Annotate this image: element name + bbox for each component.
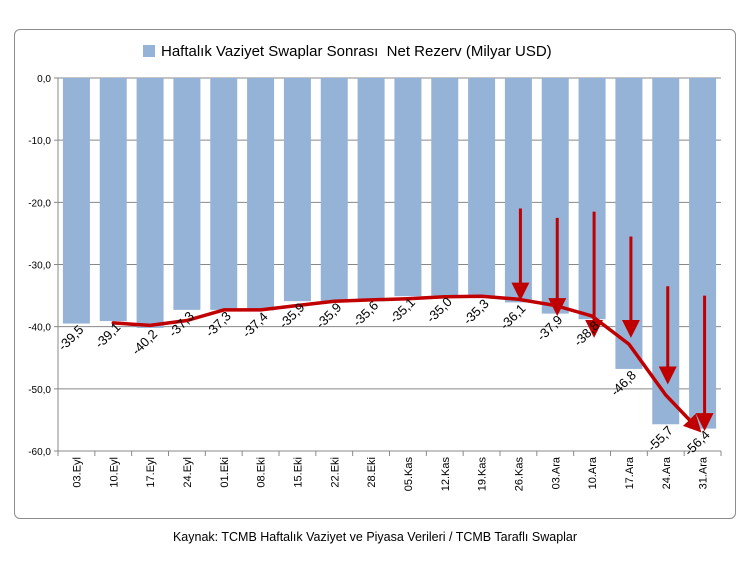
x-tick-label: 24.Ara bbox=[661, 456, 673, 489]
data-label: -55,7 bbox=[644, 423, 676, 455]
bar bbox=[431, 78, 459, 296]
bar bbox=[210, 78, 238, 310]
legend-swatch bbox=[143, 45, 155, 57]
bar bbox=[62, 78, 90, 324]
x-tick-label: 01.Eki bbox=[219, 457, 231, 488]
bar bbox=[615, 78, 643, 369]
bar bbox=[468, 78, 496, 298]
bar bbox=[357, 78, 385, 300]
x-axis: 03.Eyl 10.Eyl 17.Eyl 24.Eyl 01.Eki 08.Eki 15.E… bbox=[57, 451, 722, 492]
data-label: -37,3 bbox=[165, 308, 197, 340]
bar bbox=[136, 78, 164, 328]
x-tick-label: 03.Eyl bbox=[71, 457, 83, 488]
bar bbox=[247, 78, 275, 311]
bar bbox=[541, 78, 569, 314]
bar bbox=[320, 78, 348, 302]
data-label: -37,9 bbox=[534, 312, 566, 344]
down-arrows bbox=[511, 208, 714, 432]
chart-legend: Haftalık Vaziyet Swaplar Sonrası Net Rez… bbox=[143, 43, 552, 60]
y-tick-label: 0,0 bbox=[37, 74, 51, 85]
data-label: -37,4 bbox=[239, 309, 271, 341]
y-tick-label: -10,0 bbox=[28, 136, 51, 147]
x-tick-label: 10.Eyl bbox=[108, 457, 120, 488]
legend-label: Haftalık Vaziyet Swaplar Sonrası Net Rez… bbox=[161, 43, 552, 60]
data-label: -40,2 bbox=[129, 326, 161, 358]
x-tick-label: 17.Ara bbox=[624, 456, 636, 489]
trend-line bbox=[111, 294, 702, 433]
trend-polyline bbox=[111, 294, 702, 433]
x-tick-label: 17.Eyl bbox=[145, 457, 157, 488]
bar bbox=[173, 78, 201, 310]
x-tick-label: 05.Kas bbox=[403, 457, 415, 492]
x-tick-label: 31.Ara bbox=[698, 456, 710, 489]
x-tick-label: 24.Eyl bbox=[182, 457, 194, 488]
bar bbox=[99, 78, 127, 322]
x-tick-label: 22.Eki bbox=[329, 457, 341, 488]
y-tick-label: -60,0 bbox=[28, 447, 51, 458]
y-tick-label: -30,0 bbox=[28, 261, 51, 272]
x-tick-label: 19.Kas bbox=[477, 457, 489, 492]
x-tick-label: 12.Kas bbox=[440, 457, 452, 492]
bar bbox=[689, 78, 717, 429]
bar bbox=[394, 78, 422, 297]
y-axis: 0,0 -10,0 -20,0 -30,0 -40,0 -50,0 -60,0 bbox=[28, 74, 59, 458]
data-label: -56,4 bbox=[681, 427, 713, 459]
data-label: -35,6 bbox=[350, 298, 382, 330]
x-tick-label: 08.Eki bbox=[256, 457, 268, 488]
bar bbox=[652, 78, 680, 425]
y-tick-label: -50,0 bbox=[28, 385, 51, 396]
y-tick-label: -20,0 bbox=[28, 198, 51, 209]
x-tick-label: 10.Ara bbox=[587, 456, 599, 489]
x-tick-label: 28.Eki bbox=[366, 457, 378, 488]
data-label: -46,8 bbox=[607, 367, 639, 399]
x-tick-label: 15.Eki bbox=[292, 457, 304, 488]
bars bbox=[62, 78, 717, 429]
data-label: -35,3 bbox=[460, 296, 492, 328]
source-note: Kaynak: TCMB Haftalık Vaziyet ve Piyasa … bbox=[172, 530, 578, 544]
data-label: -38,8 bbox=[571, 318, 603, 350]
bar bbox=[283, 78, 311, 302]
data-label: -36,1 bbox=[497, 301, 529, 333]
bar bbox=[578, 78, 606, 320]
y-tick-label: -40,0 bbox=[28, 323, 51, 334]
bar bbox=[504, 78, 532, 303]
x-tick-label: 03.Ara bbox=[550, 456, 562, 489]
x-tick-label: 26.Kas bbox=[513, 457, 525, 492]
